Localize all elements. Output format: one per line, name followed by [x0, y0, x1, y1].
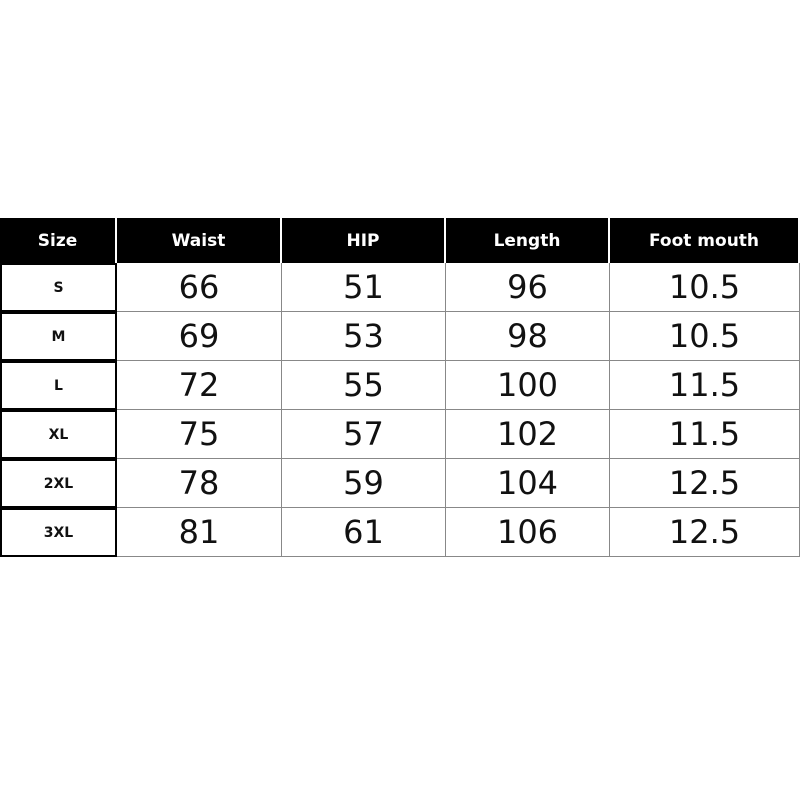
size-cell: 2XL	[0, 459, 117, 508]
value-cell: 96	[446, 263, 610, 312]
value-cell: 104	[446, 459, 610, 508]
size-cell: XL	[0, 410, 117, 459]
value-cell: 106	[446, 508, 610, 557]
value-cell: 72	[117, 361, 282, 410]
value-cell: 61	[282, 508, 446, 557]
value-cell: 81	[117, 508, 282, 557]
value-cell: 11.5	[610, 361, 800, 410]
value-cell: 53	[282, 312, 446, 361]
value-cell: 78	[117, 459, 282, 508]
size-cell: M	[0, 312, 117, 361]
value-cell: 57	[282, 410, 446, 459]
size-cell: 3XL	[0, 508, 117, 557]
value-cell: 11.5	[610, 410, 800, 459]
value-cell: 66	[117, 263, 282, 312]
header-cell: Length	[446, 218, 610, 263]
value-cell: 12.5	[610, 459, 800, 508]
header-cell: Waist	[117, 218, 282, 263]
value-cell: 98	[446, 312, 610, 361]
header-cell: Foot mouth	[610, 218, 800, 263]
value-cell: 10.5	[610, 312, 800, 361]
value-cell: 12.5	[610, 508, 800, 557]
value-cell: 51	[282, 263, 446, 312]
value-cell: 102	[446, 410, 610, 459]
header-cell: Size	[0, 218, 117, 263]
value-cell: 55	[282, 361, 446, 410]
value-cell: 69	[117, 312, 282, 361]
value-cell: 100	[446, 361, 610, 410]
value-cell: 10.5	[610, 263, 800, 312]
size-cell: S	[0, 263, 117, 312]
size-cell: L	[0, 361, 117, 410]
value-cell: 59	[282, 459, 446, 508]
header-cell: HIP	[282, 218, 446, 263]
value-cell: 75	[117, 410, 282, 459]
